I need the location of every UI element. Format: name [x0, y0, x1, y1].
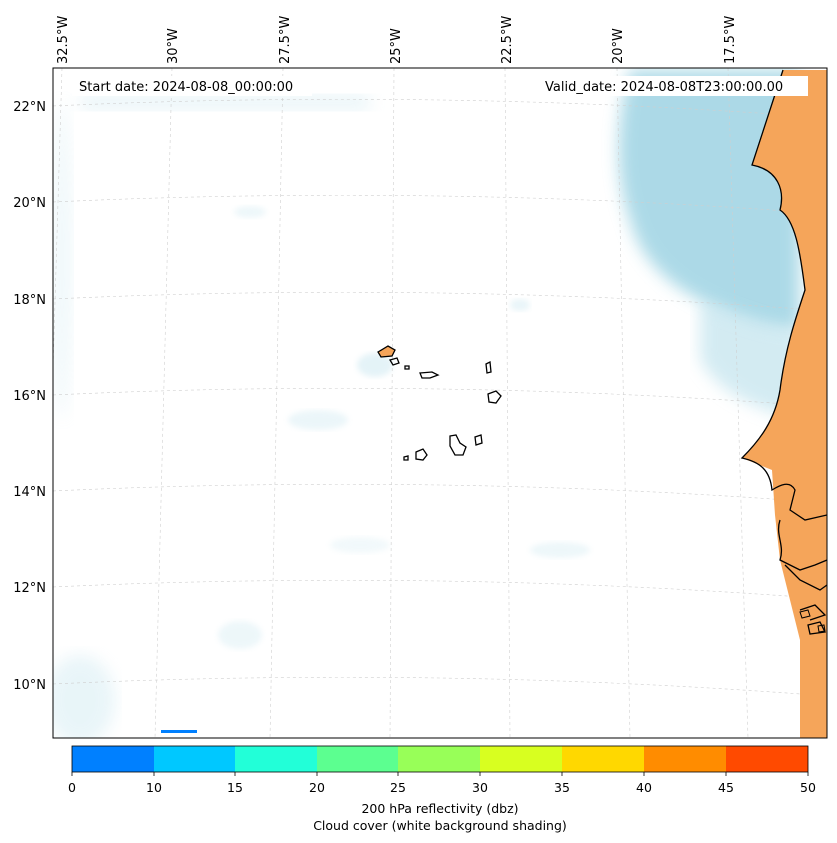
colorbar-tick-label-15: 15 [227, 780, 243, 795]
map-panel [53, 68, 827, 738]
colorbar-tick-label-20: 20 [309, 780, 325, 795]
africa-landmass [742, 70, 827, 738]
map-frame [52, 67, 828, 739]
africa-coastline [740, 69, 827, 635]
parallel-10N [53, 676, 827, 697]
start-date-box: Start date: 2024-08-08_00:00:00 [72, 76, 312, 96]
colorbar-outline [71, 745, 809, 773]
lon-label-30W: 30°W [166, 28, 181, 64]
cloud-cover-layer [53, 70, 800, 738]
island-bijagos-2 [817, 624, 826, 633]
colorbar-tick-label-10: 10 [146, 780, 162, 795]
meridian-22.5W [504, 68, 511, 738]
lon-label-25W: 25°W [389, 28, 404, 64]
lat-label-16N: 16°N [13, 389, 46, 404]
reflectivity-patch [161, 730, 197, 733]
cloud-patch-4 [234, 206, 266, 218]
lat-label-10N: 10°N [13, 678, 46, 693]
valid-date-box: Valid_date: 2024-08-08T23:00:00.00 [538, 76, 808, 96]
parallel-20N [53, 194, 827, 215]
lat-label-18N: 18°N [13, 293, 46, 308]
parallel-14N [53, 483, 827, 504]
colorbar-segment-0-10 [72, 746, 154, 772]
lon-label-27.5W: 27.5°W [278, 16, 293, 64]
colorbar-segment-10-15 [154, 746, 236, 772]
colorbar-segment-45-50 [726, 746, 808, 772]
start-date-background [72, 76, 312, 96]
meridian-20W [616, 68, 631, 738]
colorbar-tick-label-45: 45 [718, 780, 734, 795]
lat-label-22N: 22°N [13, 100, 46, 115]
colorbar-tick-label-35: 35 [554, 780, 570, 795]
island-sao-vicente [389, 357, 400, 366]
island-bijagos-1 [799, 609, 811, 619]
cloud-southwest [53, 655, 115, 738]
meridian-17.5W [727, 68, 749, 738]
colorbar-segment-20-25 [317, 746, 399, 772]
lon-label-22.5W: 22.5°W [500, 16, 515, 64]
bijagos-islands [799, 609, 826, 633]
lat-label-14N: 14°N [13, 485, 46, 500]
meridian-27.5W [269, 68, 284, 738]
start-date-label: Start date: 2024-08-08_00:00:00 [79, 80, 293, 95]
colorbar-segment-25-30 [398, 746, 480, 772]
island-fogo [415, 448, 428, 461]
cloud-patch-2 [218, 621, 262, 649]
parallel-12N [53, 579, 827, 600]
cloud-patch-3 [530, 542, 590, 558]
colorbar-tick-label-30: 30 [472, 780, 488, 795]
cloud-west-edge [53, 100, 72, 420]
parallel-16N [53, 387, 827, 408]
cape-verde-islands [377, 345, 502, 461]
lon-label-32.5W: 32.5°W [56, 16, 71, 64]
lon-label-20W: 20°W [611, 28, 626, 64]
cloud-band-east [700, 300, 800, 420]
colorbar-tick-label-40: 40 [636, 780, 652, 795]
colorbar-tick-label-0: 0 [68, 780, 76, 795]
island-santo-antao [377, 345, 396, 358]
colorbar: 0 10 15 20 25 30 35 40 45 50 200 hPa ref… [68, 745, 816, 833]
island-maio [474, 434, 483, 446]
meridian-30W [154, 68, 173, 738]
lat-label-12N: 12°N [13, 581, 46, 596]
valid-date-label: Valid_date: 2024-08-08T23:00:00.00 [545, 80, 783, 95]
colorbar-segment-30-35 [480, 746, 562, 772]
colorbar-segment-35-40 [562, 746, 644, 772]
parallel-18N [53, 291, 827, 312]
cloud-north-thin [80, 95, 370, 110]
parallel-22N [53, 98, 827, 119]
lon-label-17.5W: 17.5°W [723, 16, 738, 64]
cloud-patch-1 [288, 410, 348, 430]
longitude-labels: 32.5°W 30°W 27.5°W 25°W 22.5°W 20°W 17.5… [56, 16, 738, 64]
cloud-islands [357, 353, 393, 377]
cloud-mass-northeast [618, 70, 800, 330]
island-sao-nicolau [419, 371, 440, 379]
colorbar-tick-label-25: 25 [390, 780, 406, 795]
island-brava [403, 455, 409, 461]
island-santiago [449, 434, 467, 456]
island-sal [485, 360, 492, 374]
latitude-labels: 22°N 20°N 18°N 16°N 14°N 12°N 10°N [13, 100, 46, 693]
colorbar-tick-labels: 0 10 15 20 25 30 35 40 45 50 [68, 780, 816, 795]
colorbar-sublabel: Cloud cover (white background shading) [313, 818, 567, 833]
colorbar-segment-40-45 [644, 746, 726, 772]
colorbar-segment-15-20 [235, 746, 317, 772]
colorbar-tick-label-50: 50 [800, 780, 816, 795]
colorbar-tick-marks [71, 772, 809, 776]
meridian-25W [389, 68, 395, 738]
island-boa-vista [487, 390, 502, 404]
graticule [53, 68, 827, 738]
colorbar-label: 200 hPa reflectivity (dbz) [361, 801, 518, 816]
cloud-patch-5 [510, 299, 530, 311]
lat-label-20N: 20°N [13, 196, 46, 211]
colorbar-segments [72, 746, 808, 772]
island-santa-luzia [404, 365, 410, 370]
cloud-patch-6 [330, 537, 390, 553]
valid-date-background [538, 76, 808, 96]
